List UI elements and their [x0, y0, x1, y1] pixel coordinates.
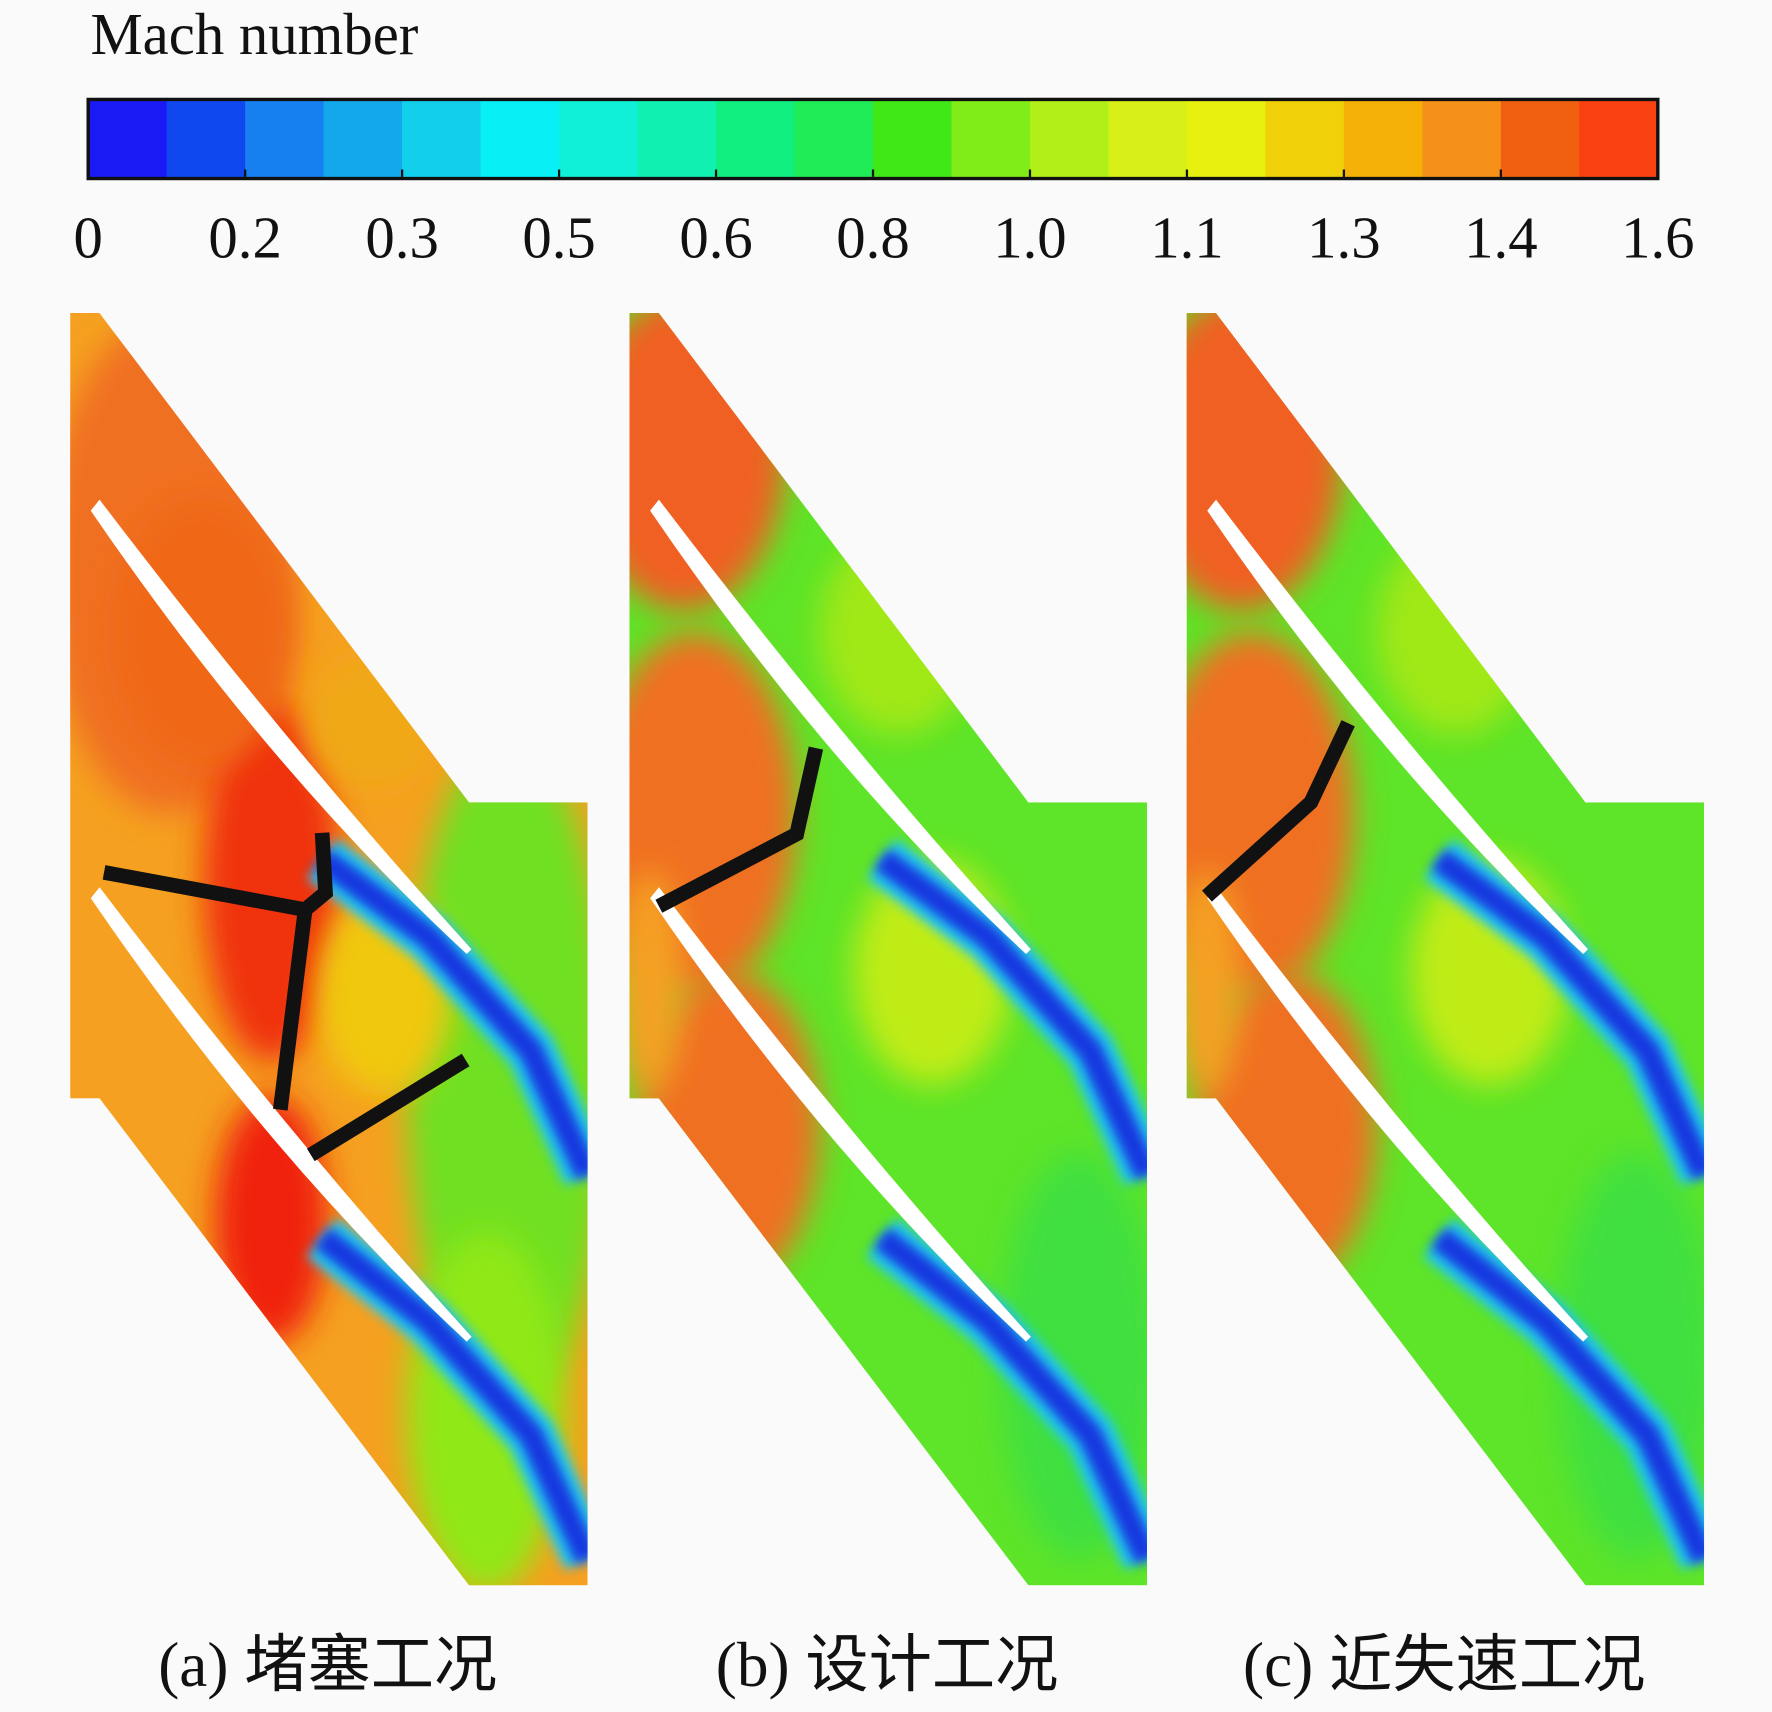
- colorbar-band: [88, 99, 168, 179]
- panel-caption: (b) 设计工况: [716, 1630, 1059, 1700]
- contour-panel: (b) 设计工况: [629, 313, 1148, 1700]
- colorbar-tick-label: 0.3: [365, 206, 438, 271]
- colorbar-band: [323, 99, 403, 179]
- colorbar-band: [716, 99, 796, 179]
- colorbar-band: [1108, 99, 1188, 179]
- wake-core: [314, 848, 588, 1181]
- shock-line: [655, 746, 824, 913]
- colorbar-band: [794, 99, 874, 179]
- contour-panel: (c) 近失速工况: [1186, 313, 1705, 1700]
- colorbar-tick-label: 0.6: [679, 206, 752, 271]
- colorbar-band: [1029, 99, 1110, 179]
- wake-core: [1431, 848, 1705, 1181]
- panel-caption: (a) 堵塞工况: [158, 1630, 497, 1700]
- wake-core: [1430, 1227, 1705, 1565]
- colorbar-tick-label: 1.6: [1621, 206, 1694, 271]
- panel-caption: (c) 近失速工况: [1243, 1630, 1645, 1700]
- contour-field: [70, 313, 588, 1586]
- colorbar: 0 0.2 0.3 0.5 0.6 0.8 1.0 1.1 1.3 1.4 1.6: [74, 97, 1695, 271]
- colorbar-band: [1186, 99, 1266, 179]
- colorbar-tick-label: 0.8: [836, 206, 909, 271]
- blade: [650, 887, 1031, 1342]
- blade: [90, 499, 472, 954]
- blade: [650, 499, 1031, 954]
- colorbar-tick-label: 0.2: [208, 206, 281, 271]
- field-region: [203, 700, 340, 1063]
- colorbar-band: [637, 99, 717, 179]
- field-region: [305, 655, 441, 792]
- wake-core: [873, 1227, 1148, 1565]
- contour-panel: (a) 堵塞工况: [70, 313, 588, 1700]
- colorbar-band: [1265, 99, 1345, 179]
- shock-line: [273, 908, 313, 1111]
- contour-field: [1186, 313, 1705, 1586]
- shock-line: [306, 1053, 470, 1162]
- colorbar-tick-label: 1.4: [1464, 206, 1537, 271]
- panels: (a) 堵塞工况 (b) 设计工况 (c) 近失速工况: [70, 313, 1705, 1700]
- colorbar-band: [245, 99, 325, 179]
- blade: [1207, 499, 1589, 954]
- colorbar-band: [873, 99, 953, 179]
- field-region: [1186, 870, 1241, 1097]
- colorbar-tick-label: 1.0: [993, 206, 1066, 271]
- colorbar-band: [1579, 99, 1659, 179]
- colorbar-band: [1422, 99, 1502, 179]
- colorbar-band: [559, 99, 639, 179]
- colorbar-title: Mach number: [90, 2, 418, 67]
- colorbar-band: [480, 99, 560, 179]
- field-region: [406, 734, 588, 1413]
- colorbar-tick-label: 0.5: [522, 206, 595, 271]
- blade: [90, 887, 472, 1342]
- field-region: [629, 313, 786, 611]
- colorbar-band: [402, 99, 482, 179]
- wake-core: [314, 1227, 588, 1565]
- field-region: [1186, 313, 1343, 611]
- field-region: [1376, 531, 1535, 735]
- colorbar-tick-label: 1.1: [1150, 206, 1223, 271]
- colorbar-tick-label: 0: [74, 206, 103, 271]
- colorbar-band: [1500, 99, 1580, 179]
- colorbar-band: [166, 99, 246, 179]
- field-region: [819, 531, 978, 735]
- contour-field: [629, 313, 1148, 1586]
- shock-line: [102, 832, 334, 918]
- wake-core: [874, 848, 1148, 1181]
- colorbar-tick-label: 1.3: [1307, 206, 1380, 271]
- colorbar-band: [1343, 99, 1423, 179]
- shock-line: [1202, 720, 1355, 902]
- colorbar-band: [951, 99, 1031, 179]
- blade: [1207, 887, 1589, 1342]
- field-region: [629, 870, 684, 1097]
